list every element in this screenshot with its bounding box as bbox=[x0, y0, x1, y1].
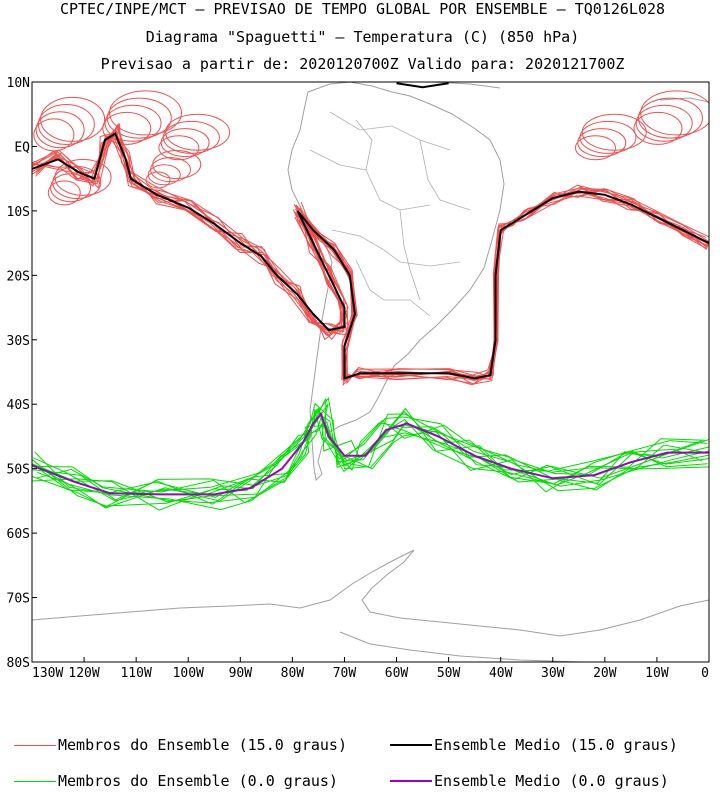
ensemble-member-loop bbox=[104, 104, 162, 142]
legend-label: Ensemble Medio (0.0 graus) bbox=[434, 772, 669, 790]
ensemble-member-loop bbox=[150, 157, 192, 183]
lon-tick-label: 40W bbox=[489, 666, 513, 681]
legend-swatch-red bbox=[14, 744, 56, 746]
lon-tick-label: 70W bbox=[333, 666, 357, 681]
ensemble-member-loop bbox=[147, 164, 181, 186]
legend-members-0: Membros do Ensemble (0.0 graus) bbox=[14, 772, 338, 790]
ensemble-member-loop bbox=[577, 128, 627, 158]
lat-tick-label: 10N bbox=[7, 76, 30, 91]
ensemble-member-loop bbox=[33, 118, 75, 152]
ensemble-member-line bbox=[32, 409, 703, 509]
lon-tick-label: 60W bbox=[385, 666, 409, 681]
ensemble-member-loop bbox=[160, 128, 210, 158]
lon-tick-label: 80W bbox=[281, 666, 305, 681]
map-title-line-1: CPTEC/INPE/MCT – PREVISAO DE TEMPO GLOBA… bbox=[59, 0, 666, 18]
legend-mean-0: Ensemble Medio (0.0 graus) bbox=[390, 772, 669, 790]
ensemble-member-line bbox=[32, 131, 344, 333]
ensemble-member-loop bbox=[581, 113, 647, 151]
ensemble-mean-15deg-top bbox=[396, 82, 449, 89]
lat-tick-label: 80S bbox=[7, 656, 30, 671]
country-borders bbox=[309, 111, 471, 317]
legend-swatch-black bbox=[390, 744, 432, 746]
ensemble-member-loop bbox=[109, 90, 183, 136]
lat-tick-label: 20S bbox=[7, 269, 30, 284]
ensemble-member-line bbox=[294, 189, 708, 381]
legend-label: Membros do Ensemble (15.0 graus) bbox=[58, 736, 347, 754]
lat-tick-label: 60S bbox=[7, 527, 30, 542]
legend-swatch-green bbox=[14, 780, 56, 782]
map-frame bbox=[31, 81, 710, 663]
ensemble-member-line bbox=[32, 410, 709, 502]
ensemble-member-line bbox=[34, 408, 703, 495]
legend-mean-15: Ensemble Medio (15.0 graus) bbox=[390, 736, 678, 754]
map-title-line-3: Previsao a partir de: 2020120700Z Valido… bbox=[100, 55, 625, 73]
ensemble-member-loop bbox=[52, 166, 102, 200]
ensemble-member-line bbox=[294, 190, 709, 379]
ensemble-member-loop bbox=[637, 97, 703, 139]
ensemble-member-line bbox=[298, 188, 709, 385]
lon-tick-label: 30W bbox=[541, 666, 565, 681]
ensemble-member-line bbox=[299, 188, 708, 386]
ensemble-member-loop bbox=[50, 173, 92, 203]
lon-tick-label: 130W bbox=[32, 666, 63, 681]
ensemble-member-loop bbox=[158, 135, 200, 161]
lon-tick-label: 10W bbox=[645, 666, 669, 681]
lat-tick-label: 10S bbox=[7, 205, 30, 220]
ensemble-members-15deg bbox=[32, 90, 709, 386]
antarctica-coastline bbox=[32, 549, 709, 637]
lat-tick-label: 30S bbox=[7, 334, 30, 349]
map-title-line-2: Diagrama "Spaguetti" – Temperatura (C) (… bbox=[145, 28, 580, 46]
ensemble-member-loop bbox=[640, 90, 709, 136]
lon-tick-label: 90W bbox=[229, 666, 253, 681]
lon-tick-label: 0 bbox=[701, 666, 709, 681]
lon-tick-label: 110W bbox=[120, 666, 151, 681]
ensemble-member-line bbox=[37, 403, 709, 511]
lat-tick-label: EQ bbox=[14, 140, 30, 155]
ensemble-member-line bbox=[297, 187, 709, 383]
latitude-axis: 10N EQ 10S 20S 30S 40S 50S 60S 70S 80S bbox=[7, 76, 37, 671]
ensemble-member-line bbox=[295, 188, 707, 381]
ensemble-member-line bbox=[299, 187, 708, 380]
ensemble-member-loop bbox=[35, 111, 85, 149]
ensemble-mean-15deg-loop bbox=[296, 190, 709, 380]
ensemble-member-loop bbox=[579, 120, 637, 154]
ensemble-member-line bbox=[32, 411, 705, 508]
ensemble-member-loop bbox=[54, 158, 112, 196]
lat-tick-label: 40S bbox=[7, 398, 30, 413]
legend-members-15: Membros do Ensemble (15.0 graus) bbox=[14, 736, 347, 754]
ensemble-member-loop bbox=[574, 135, 616, 161]
ensemble-member-line bbox=[32, 402, 709, 503]
ensemble-member-loop bbox=[633, 111, 683, 145]
ensemble-member-loop bbox=[152, 149, 202, 179]
ensemble-member-loop bbox=[635, 104, 693, 142]
lat-tick-label: 70S bbox=[7, 592, 30, 607]
lon-tick-label: 20W bbox=[593, 666, 617, 681]
lon-tick-label: 100W bbox=[173, 666, 204, 681]
lat-tick-label: 50S bbox=[7, 463, 30, 478]
ensemble-mean-15deg-line bbox=[32, 132, 346, 332]
ensemble-member-loop bbox=[106, 97, 172, 139]
ensemble-member-loop bbox=[47, 180, 81, 206]
legend-label: Membros do Ensemble (0.0 graus) bbox=[58, 772, 338, 790]
legend-swatch-purple bbox=[390, 780, 432, 782]
ensemble-member-loop bbox=[102, 111, 152, 145]
ensemble-member-loop bbox=[145, 171, 171, 189]
legend-label: Ensemble Medio (15.0 graus) bbox=[434, 736, 678, 754]
longitude-axis: 130W 120W 110W 100W 90W 80W 70W 60W 50W 40W 30W 20W… bbox=[31, 657, 710, 681]
ensemble-member-line bbox=[297, 191, 709, 386]
ensemble-member-line bbox=[35, 422, 709, 504]
lon-tick-label: 50W bbox=[437, 666, 461, 681]
ensemble-member-loop bbox=[165, 113, 231, 151]
ensemble-member-loop bbox=[40, 96, 106, 142]
ensemble-member-line bbox=[294, 190, 707, 385]
ensemble-member-line bbox=[35, 139, 345, 333]
ensemble-member-line bbox=[38, 407, 708, 504]
ensemble-member-line bbox=[32, 134, 341, 335]
ensemble-member-loop bbox=[37, 104, 95, 146]
ensemble-mean-0deg-line bbox=[32, 411, 709, 496]
lon-tick-label: 120W bbox=[68, 666, 99, 681]
